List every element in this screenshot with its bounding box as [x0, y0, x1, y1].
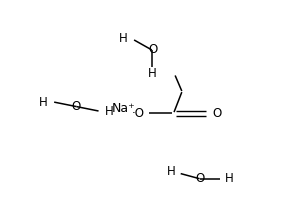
Text: O: O — [195, 172, 204, 185]
Text: O: O — [212, 107, 222, 120]
Text: H: H — [225, 172, 234, 185]
Text: O: O — [148, 43, 158, 56]
Text: H: H — [147, 67, 156, 80]
Text: Na⁺: Na⁺ — [112, 102, 136, 115]
Text: ·O: ·O — [132, 107, 145, 120]
Text: H: H — [105, 105, 113, 117]
Text: H: H — [166, 165, 175, 178]
Text: H: H — [39, 96, 48, 109]
Text: H: H — [119, 32, 127, 45]
Text: O: O — [72, 100, 81, 113]
